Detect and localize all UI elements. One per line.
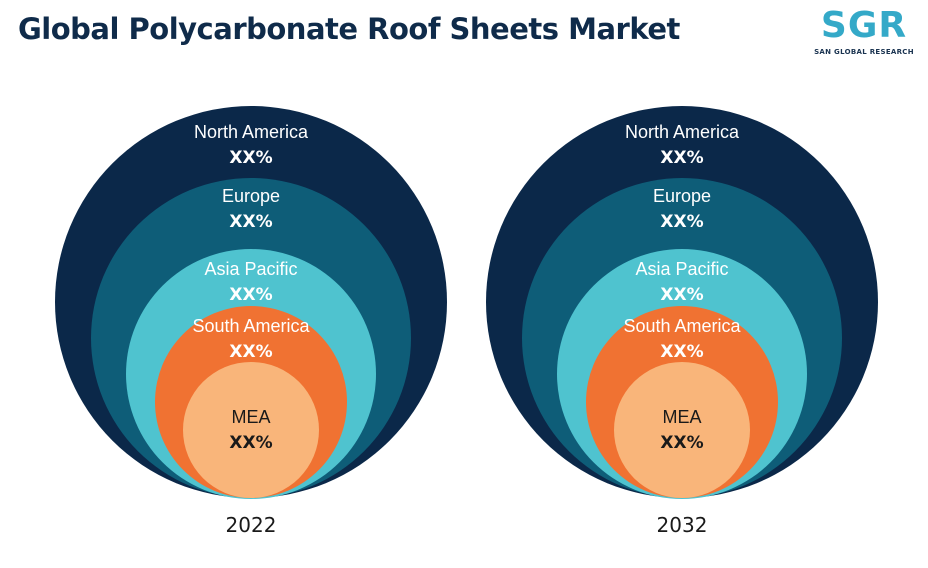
value-asia-pacific-2022: XX% (229, 285, 272, 305)
label-mea-2032: MEA (662, 407, 701, 427)
value-north-america-2022: XX% (229, 148, 272, 168)
label-north-america-2022: North America (194, 122, 309, 142)
label-south-america-2022: South America (192, 316, 310, 336)
circle-mea-2022 (183, 362, 319, 498)
value-europe-2022: XX% (229, 212, 272, 232)
label-europe-2022: Europe (222, 186, 280, 206)
value-mea-2032: XX% (660, 433, 703, 453)
label-south-america-2032: South America (623, 316, 741, 336)
value-south-america-2022: XX% (229, 342, 272, 362)
label-asia-pacific-2022: Asia Pacific (204, 259, 297, 279)
value-asia-pacific-2032: XX% (660, 285, 703, 305)
label-north-america-2032: North America (625, 122, 740, 142)
year-label-2032: 2032 (657, 513, 708, 537)
chart-2032: North America XX% Europe XX% Asia Pacific XX%… (486, 106, 878, 537)
value-north-america-2032: XX% (660, 148, 703, 168)
value-south-america-2032: XX% (660, 342, 703, 362)
year-label-2022: 2022 (226, 513, 277, 537)
logo-text: SGR (820, 5, 908, 46)
logo-subtitle: SAN GLOBAL RESEARCH (814, 48, 914, 56)
label-mea-2022: MEA (231, 407, 270, 427)
page-title: Global Polycarbonate Roof Sheets Market (18, 12, 680, 46)
label-asia-pacific-2032: Asia Pacific (635, 259, 728, 279)
circle-mea-2032 (614, 362, 750, 498)
value-mea-2022: XX% (229, 433, 272, 453)
value-europe-2032: XX% (660, 212, 703, 232)
sgr-logo: SGR SAN GLOBAL RESEARCH (812, 6, 922, 60)
chart-2022: North America XX% Europe XX% Asia Pacific XX%… (55, 106, 447, 537)
label-europe-2032: Europe (653, 186, 711, 206)
